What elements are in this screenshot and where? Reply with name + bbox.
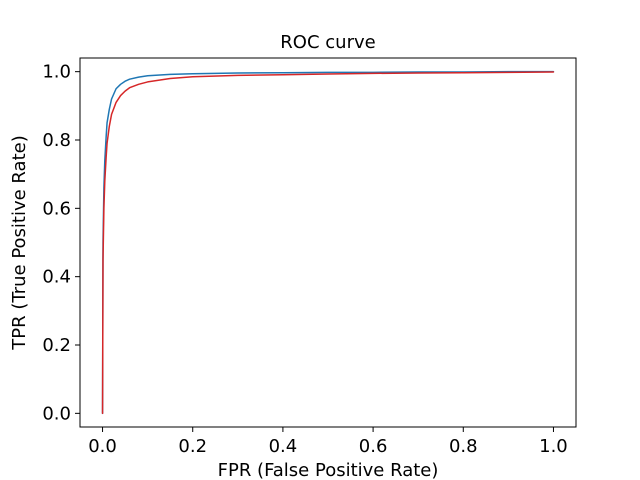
y-tick-label: 0.0 — [42, 403, 71, 424]
roc-series-1-line — [101, 70, 555, 415]
series-layer — [101, 70, 555, 415]
y-axis-ticks: 0.0 0.2 0.4 0.6 0.8 1.0 — [42, 62, 80, 424]
axes-frame — [79, 57, 577, 428]
y-axis-label: TPR (True Positive Rate) — [9, 135, 30, 350]
y-tick-label: 0.4 — [42, 267, 71, 288]
roc-series-2-line — [101, 71, 555, 415]
x-tick-label: 1.0 — [539, 436, 568, 457]
y-tick-label: 1.0 — [42, 62, 71, 83]
y-tick-label: 0.8 — [42, 130, 71, 151]
y-tick-label: 0.6 — [42, 198, 71, 219]
y-tick-label: 0.2 — [42, 335, 71, 356]
x-tick-label: 0.6 — [359, 436, 388, 457]
x-axis-label: FPR (False Positive Rate) — [218, 460, 439, 480]
x-tick-label: 0.8 — [449, 436, 478, 457]
x-axis-ticks: 0.0 0.2 0.4 0.6 0.8 1.0 — [88, 427, 568, 457]
plot-area — [79, 57, 577, 428]
x-tick-label: 0.2 — [178, 436, 207, 457]
x-tick-label: 0.4 — [269, 436, 298, 457]
chart-title: ROC curve — [280, 32, 375, 53]
x-tick-label: 0.0 — [88, 436, 117, 457]
